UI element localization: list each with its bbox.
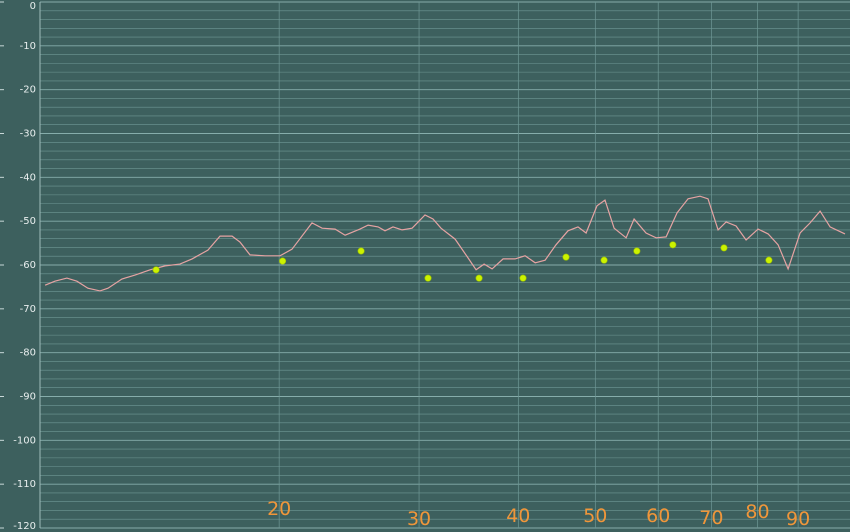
point — [424, 274, 432, 282]
y-tick-label: -90 — [20, 392, 36, 403]
point — [600, 256, 608, 264]
point — [357, 247, 365, 255]
y-tick-label: -20 — [20, 85, 36, 96]
y-tick-label: -40 — [20, 172, 36, 183]
point — [152, 266, 160, 274]
point — [519, 274, 527, 282]
point — [669, 241, 677, 249]
x-tick-label: 40 — [506, 505, 530, 527]
x-tick-label: 60 — [646, 505, 670, 527]
x-tick-label: 50 — [583, 505, 607, 527]
x-tick-label: 30 — [407, 508, 431, 530]
y-tick-label: -100 — [13, 435, 36, 446]
y-tick-label: -10 — [20, 41, 36, 52]
y-tick-label: -60 — [20, 260, 36, 271]
y-tick-label: -80 — [20, 348, 36, 359]
point — [720, 244, 728, 252]
x-tick-label: 90 — [786, 508, 810, 530]
spectrum-line — [44, 195, 846, 292]
y-tick-label: -110 — [13, 479, 36, 490]
point — [475, 274, 483, 282]
x-tick-label: 20 — [267, 498, 291, 520]
point — [765, 256, 773, 264]
y-tick-label: -30 — [20, 129, 36, 140]
y-tick-label: -120 — [13, 521, 36, 532]
point — [633, 247, 641, 255]
y-tick-label: -70 — [20, 304, 36, 315]
point — [562, 253, 570, 261]
point — [279, 257, 287, 265]
y-tick-label: 0 — [30, 1, 36, 12]
x-tick-label: 80 — [745, 501, 769, 523]
x-tick-label: 70 — [699, 507, 723, 529]
y-tick-label: -50 — [20, 216, 36, 227]
